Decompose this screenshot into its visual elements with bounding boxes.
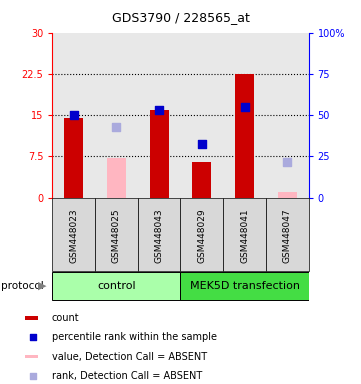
Bar <box>180 198 223 271</box>
Bar <box>25 316 38 320</box>
Point <box>30 334 36 340</box>
Text: GSM448043: GSM448043 <box>155 209 164 263</box>
Text: ▶: ▶ <box>38 281 47 291</box>
Point <box>113 124 119 130</box>
Bar <box>223 198 266 271</box>
Point <box>156 107 162 113</box>
Text: GSM448023: GSM448023 <box>69 209 78 263</box>
Text: GSM448041: GSM448041 <box>240 209 249 263</box>
Text: MEK5D transfection: MEK5D transfection <box>190 281 300 291</box>
Bar <box>180 272 309 300</box>
Bar <box>138 198 180 271</box>
Text: percentile rank within the sample: percentile rank within the sample <box>52 332 217 342</box>
Text: GSM448025: GSM448025 <box>112 209 121 263</box>
Text: GDS3790 / 228565_at: GDS3790 / 228565_at <box>112 11 249 24</box>
Bar <box>25 355 38 358</box>
Bar <box>278 192 297 198</box>
Point <box>30 373 36 379</box>
Bar <box>192 162 212 198</box>
Bar <box>149 110 169 198</box>
Text: protocol: protocol <box>1 281 44 291</box>
Point <box>199 141 205 147</box>
Text: GSM448047: GSM448047 <box>283 209 292 263</box>
Bar <box>52 272 180 300</box>
Bar <box>52 198 95 271</box>
Point <box>284 159 290 166</box>
Point <box>71 112 77 118</box>
Bar <box>107 158 126 198</box>
Bar <box>64 118 83 198</box>
Bar <box>266 198 309 271</box>
Text: GSM448029: GSM448029 <box>197 209 206 263</box>
Text: control: control <box>97 281 136 291</box>
Bar <box>235 74 254 198</box>
Text: value, Detection Call = ABSENT: value, Detection Call = ABSENT <box>52 352 207 362</box>
Text: rank, Detection Call = ABSENT: rank, Detection Call = ABSENT <box>52 371 202 381</box>
Bar <box>95 198 138 271</box>
Point <box>242 104 247 110</box>
Text: count: count <box>52 313 79 323</box>
